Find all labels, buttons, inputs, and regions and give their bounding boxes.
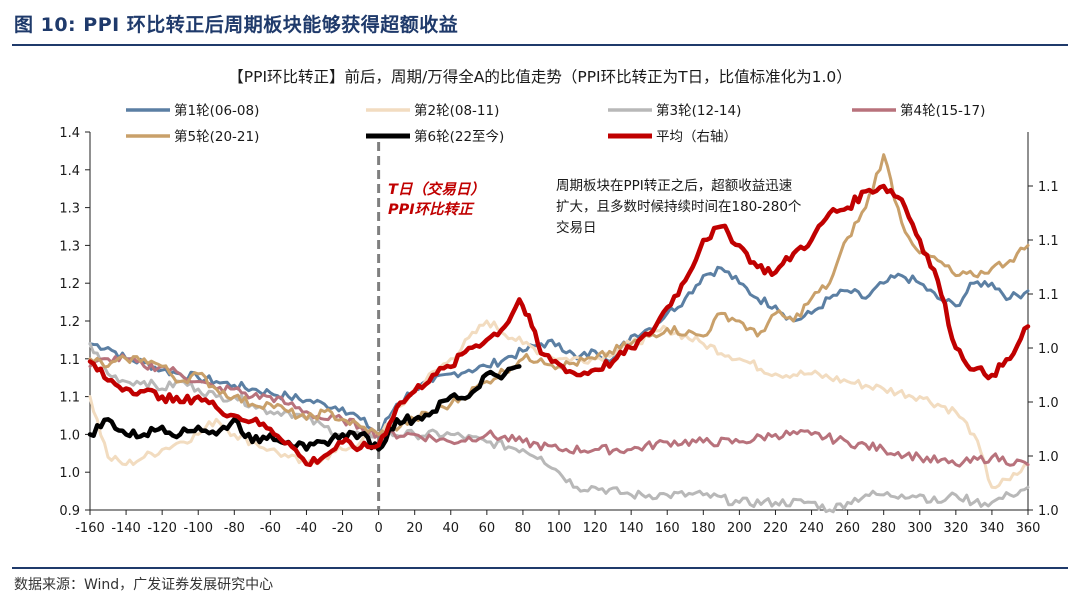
y-left-tick-label: 1.1 (59, 391, 80, 406)
y-left-tick-label: 1.3 (59, 239, 80, 254)
y-left-tick-label: 0.9 (59, 504, 80, 519)
x-tick-label: 200 (727, 521, 752, 536)
figure-title: 图 10: PPI 环比转正后周期板块能够获得超额收益 (14, 14, 459, 36)
x-tick-label: 120 (583, 521, 608, 536)
legend: 第1轮(06-08) 第2轮(08-11) 第3轮(12-14) 第4轮(15-17)… (126, 102, 985, 145)
series-3-line (88, 342, 1030, 514)
x-tick-label: -120 (147, 521, 177, 536)
y-left-tick-label: 1.1 (59, 353, 80, 368)
series-4-line (88, 353, 1030, 468)
y-right-tick-label: 1.1 (1038, 288, 1059, 303)
x-tick-label: 180 (691, 521, 716, 536)
series-lines (87, 153, 1031, 514)
x-tick-label: -140 (111, 521, 141, 536)
footer-rule (12, 567, 1068, 569)
legend-label-2: 第2轮(08-11) (414, 102, 499, 119)
x-tick-label: 60 (479, 521, 496, 536)
x-tick-label: 340 (980, 521, 1005, 536)
y-right-tick-label: 1.1 (1038, 180, 1059, 195)
x-tick-label: 40 (442, 521, 459, 536)
y-left-tick-label: 1.2 (59, 315, 80, 330)
x-tick-label: 0 (374, 521, 382, 536)
x-tick-label: -80 (224, 521, 245, 536)
legend-label-3: 第3轮(12-14) (656, 102, 741, 119)
x-tick-label: 100 (547, 521, 572, 536)
x-tick-label: 240 (799, 521, 824, 536)
y-left-tick-label: 1.4 (59, 164, 80, 179)
series-7-line (87, 183, 1031, 468)
y-left-tick-label: 1.0 (59, 466, 80, 481)
x-tick-label: 80 (515, 521, 532, 536)
title-rule (12, 44, 1068, 46)
ppi-turn-label: PPI环比转正 (388, 201, 475, 218)
x-tick-label: 140 (619, 521, 644, 536)
y-right-tick-label: 1.0 (1038, 396, 1059, 411)
x-tick-label: 260 (835, 521, 860, 536)
y-left-tick-label: 1.2 (59, 277, 80, 292)
chart-title: 【PPI环比转正】前后，周期/万得全A的比值走势（PPI环比转正为T日，比值标准… (228, 68, 851, 86)
x-tick-label: 20 (406, 521, 423, 536)
y-right-tick-label: 1.1 (1038, 234, 1059, 249)
x-tick-label: -100 (183, 521, 213, 536)
series-6-line (87, 364, 522, 452)
t-day-label: T日（交易日） (388, 181, 485, 198)
axes: -160 -140 -120 -100 -80 -60 -40 -20 0 20 40 60 80 100… (59, 126, 1058, 536)
x-tick-label: 160 (655, 521, 680, 536)
x-tick-label: -160 (75, 521, 105, 536)
x-tick-label: -40 (296, 521, 317, 536)
source-note: 数据来源：Wind，广发证券发展研究中心 (14, 577, 274, 593)
legend-label-1: 第1轮(06-08) (174, 102, 259, 119)
y-right-tick-label: 1.0 (1038, 504, 1059, 519)
y-right-tick-label: 1.0 (1038, 342, 1059, 357)
legend-label-4: 第4轮(15-17) (900, 102, 985, 119)
annotation-line-2: 扩大，且多数时候持续时间在180-280个 (556, 198, 802, 215)
annotations: T日（交易日） PPI环比转正 周期板块在PPI转正之后，超额收益迅速 扩大，且… (388, 178, 802, 236)
x-tick-label: 280 (871, 521, 896, 536)
annotation-line-3: 交易日 (556, 219, 597, 236)
y-right-tick-label: 1.0 (1038, 450, 1059, 465)
y-left-tick-label: 1.4 (59, 126, 80, 141)
legend-label-7: 平均（右轴） (656, 129, 737, 145)
x-tick-label: -60 (260, 521, 281, 536)
x-tick-label: 320 (943, 521, 968, 536)
x-tick-label: 220 (763, 521, 788, 536)
y-left-tick-label: 1.3 (59, 202, 80, 217)
y-left-tick-label: 1.0 (59, 428, 80, 443)
x-tick-label: 360 (1016, 521, 1041, 536)
x-tick-label: 300 (907, 521, 932, 536)
x-tick-label: -20 (332, 521, 353, 536)
annotation-line-1: 周期板块在PPI转正之后，超额收益迅速 (556, 178, 792, 194)
legend-label-6: 第6轮(22至今) (414, 128, 504, 145)
legend-label-5: 第5轮(20-21) (174, 128, 259, 145)
series-1-line (88, 265, 1030, 436)
